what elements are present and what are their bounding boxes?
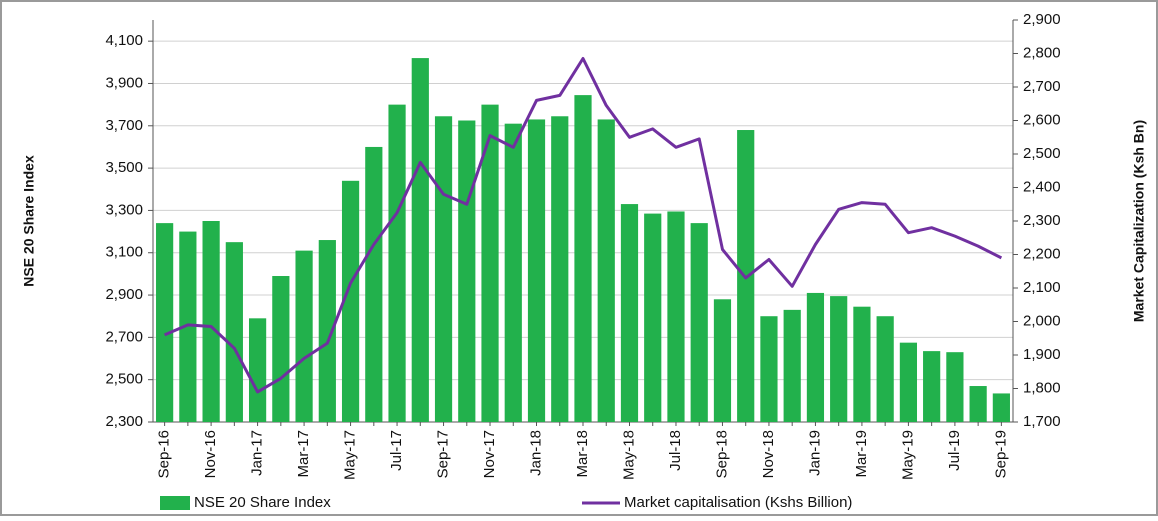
y2-tick-label: 2,500 (1023, 145, 1061, 162)
bar (434, 116, 453, 422)
line-series (164, 57, 1003, 394)
y2-tick-label: 1,700 (1023, 413, 1061, 430)
y-tick-label: 2,500 (105, 371, 143, 388)
x-tick-label: Nov-17 (481, 430, 498, 478)
bar (667, 211, 685, 422)
bar (156, 223, 174, 422)
bar (295, 250, 313, 422)
x-tick-label: Mar-18 (574, 430, 591, 478)
bar (899, 342, 918, 422)
x-tick-label: Sep-19 (992, 430, 1009, 478)
legend-label: Market capitalisation (Kshs Billion) (624, 494, 852, 511)
bar (202, 221, 220, 422)
bar (527, 119, 546, 422)
y2-tick-label: 2,400 (1023, 178, 1061, 195)
y2-tick-label: 2,600 (1023, 111, 1061, 128)
bar (411, 58, 429, 423)
bar (504, 123, 522, 423)
bar (458, 120, 476, 422)
y2-tick-label: 2,800 (1023, 44, 1061, 61)
bar (923, 351, 941, 422)
bar (853, 306, 871, 422)
bar (574, 95, 592, 422)
x-tick-label: Mar-19 (853, 430, 870, 478)
y2-tick-label: 1,800 (1023, 379, 1061, 396)
bar (225, 242, 243, 422)
bar (969, 386, 987, 422)
y2-tick-label: 2,000 (1023, 312, 1061, 329)
x-tick-label: Mar-17 (295, 430, 312, 478)
bar (388, 104, 406, 422)
bar (481, 104, 499, 422)
y-tick-label: 2,300 (105, 413, 143, 430)
x-tick-label: Nov-16 (202, 430, 219, 478)
x-tick-label: Sep-16 (156, 430, 173, 478)
x-tick-label: May-18 (620, 430, 637, 480)
x-tick-label: Jul-17 (388, 430, 405, 471)
y2-tick-label: 2,200 (1023, 245, 1061, 262)
y2-tick-label: 2,100 (1023, 279, 1061, 296)
bar (830, 296, 848, 422)
y-tick-label: 3,300 (105, 201, 143, 218)
y2-tick-label: 2,700 (1023, 78, 1061, 95)
bar (620, 204, 639, 422)
y2-tick-label: 2,900 (1023, 11, 1061, 28)
bar (806, 292, 825, 422)
bar (713, 299, 732, 422)
bar (365, 146, 383, 422)
bar (690, 223, 708, 422)
bar (876, 316, 894, 422)
y2-tick-label: 1,900 (1023, 346, 1061, 363)
legend-label: NSE 20 Share Index (194, 494, 331, 511)
x-tick-label: Jan-17 (249, 430, 266, 476)
x-tick-label: May-17 (342, 430, 359, 480)
x-tick-label: Sep-18 (713, 430, 730, 478)
bar (760, 316, 778, 422)
y-tick-label: 3,500 (105, 159, 143, 176)
x-tick-label: Jan-18 (527, 430, 544, 476)
y-tick-label: 4,100 (105, 32, 143, 49)
bar (248, 318, 267, 422)
y2-tick-label: 2,300 (1023, 212, 1061, 229)
x-tick-label: Jan-19 (806, 430, 823, 476)
bar (597, 119, 615, 422)
bar (783, 309, 801, 422)
bar (341, 180, 360, 422)
y-tick-label: 2,900 (105, 286, 143, 303)
y-tick-label: 3,100 (105, 244, 143, 261)
bar (272, 276, 290, 422)
x-tick-label: Jul-19 (946, 430, 963, 471)
y-tick-label: 2,700 (105, 328, 143, 345)
bar (318, 240, 336, 422)
y2-axis-title: Market Capitalization (Ksh Bn) (1131, 120, 1147, 322)
bar (644, 213, 662, 422)
bar (551, 116, 569, 422)
x-tick-label: Sep-17 (435, 430, 452, 478)
bar (946, 352, 964, 422)
y-axis-title: NSE 20 Share Index (21, 155, 37, 287)
y-tick-label: 3,700 (105, 117, 143, 134)
x-tick-label: Nov-18 (760, 430, 777, 478)
legend-swatch (160, 496, 190, 510)
y-tick-label: 3,900 (105, 74, 143, 91)
bar (179, 231, 197, 422)
bar (992, 393, 1010, 422)
x-tick-label: May-19 (899, 430, 916, 480)
x-tick-label: Jul-18 (667, 430, 684, 471)
